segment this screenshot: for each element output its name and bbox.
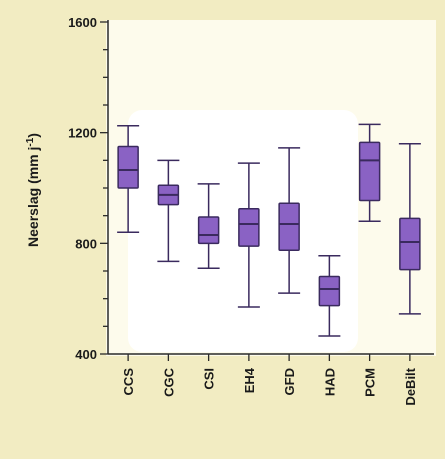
box-iqr xyxy=(278,202,300,251)
y-tick-label: 1200 xyxy=(68,126,97,141)
box-eh4 xyxy=(237,162,260,308)
y-tick-label: 800 xyxy=(75,236,97,251)
box-gfd xyxy=(278,147,301,294)
box-csi xyxy=(197,183,220,269)
box-pcm xyxy=(358,123,381,222)
box-iqr xyxy=(117,145,139,189)
box-cgc xyxy=(157,159,180,263)
y-axis-label-exponent: -1 xyxy=(25,137,36,146)
y-axis-label: Neerslag (mm j-1) xyxy=(25,133,41,247)
x-tick-label: CCS xyxy=(121,368,136,396)
x-axis: CCS CGC CSI EH4 GFD HAD PCM DeBilt xyxy=(108,353,434,406)
y-axis: 400 800 1200 1600 xyxy=(68,15,109,362)
box-had xyxy=(318,255,341,337)
box-iqr xyxy=(399,217,421,271)
y-axis-label-main: Neerslag (mm j xyxy=(25,147,41,247)
box-iqr xyxy=(358,141,381,202)
y-axis-label-end: ) xyxy=(25,133,41,138)
x-tick-label: CGC xyxy=(161,367,176,397)
box-iqr xyxy=(238,208,260,247)
y-tick-label: 1600 xyxy=(68,15,97,30)
x-tick-label: EH4 xyxy=(242,367,257,393)
box-debilt xyxy=(398,142,421,315)
x-tick-label: GFD xyxy=(282,368,297,395)
x-tick-label: CSI xyxy=(202,368,217,390)
x-tick-label: PCM xyxy=(363,368,378,397)
box-ccs xyxy=(117,125,140,234)
box-series xyxy=(117,123,421,337)
box-iqr xyxy=(197,216,220,245)
y-tick-label: 400 xyxy=(75,347,97,362)
box-iqr xyxy=(318,275,341,307)
x-tick-label: DeBilt xyxy=(403,367,418,405)
x-tick-label: HAD xyxy=(322,368,337,396)
